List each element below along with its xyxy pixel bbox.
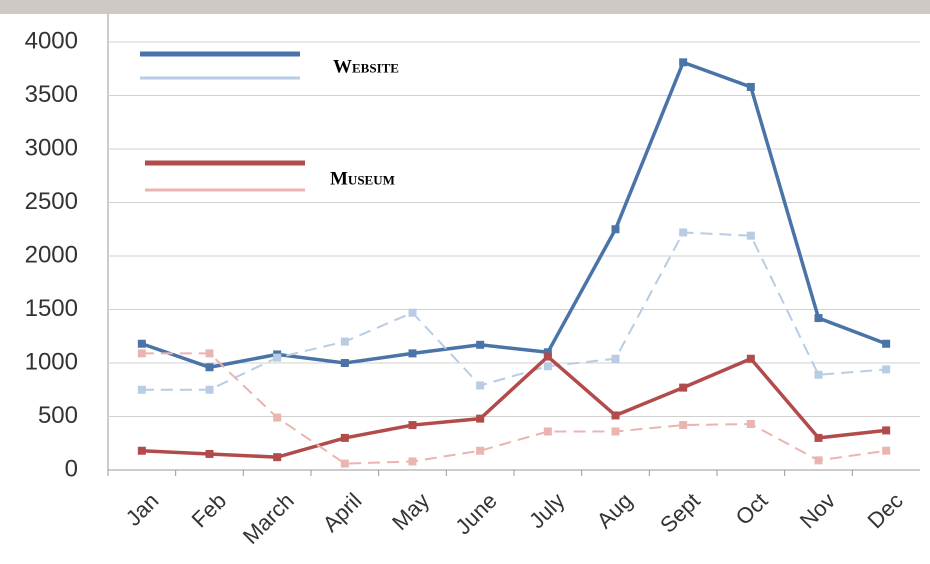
point <box>476 381 485 390</box>
x-tick-label: April <box>318 488 367 537</box>
x-tick-label: Feb <box>187 488 231 532</box>
point <box>814 433 823 442</box>
point <box>408 421 417 430</box>
series-line <box>141 231 887 391</box>
legend-label: Website <box>333 56 399 77</box>
x-tick-label: Sept <box>655 488 705 538</box>
point <box>679 421 688 430</box>
series-line <box>141 354 887 459</box>
point <box>205 363 214 372</box>
x-tick-label: July <box>524 488 569 533</box>
point <box>205 385 214 394</box>
point <box>814 314 823 323</box>
y-tick-label: 3500 <box>25 81 78 108</box>
point <box>611 354 620 363</box>
x-tick-label: June <box>450 488 501 539</box>
x-tick-label: Oct <box>731 488 773 530</box>
point <box>543 362 552 371</box>
point <box>273 453 282 462</box>
point <box>340 359 349 367</box>
y-tick-label: 1500 <box>25 295 78 322</box>
point <box>814 370 823 379</box>
point <box>408 457 417 466</box>
point <box>746 231 755 240</box>
point <box>408 349 417 358</box>
y-tick-label: 2500 <box>25 188 78 215</box>
point <box>476 446 485 455</box>
point <box>476 340 485 349</box>
point <box>746 419 755 428</box>
point <box>543 352 552 361</box>
y-tick-label: 500 <box>38 402 78 429</box>
point <box>679 228 688 237</box>
point <box>340 459 349 468</box>
point <box>611 225 620 234</box>
x-tick-label: May <box>387 488 434 535</box>
point <box>205 449 214 458</box>
y-tick-label: 4000 <box>25 27 78 54</box>
series-line <box>141 60 887 370</box>
point <box>679 383 688 392</box>
x-tick-label: Dec <box>862 488 907 533</box>
y-tick-label: 2000 <box>25 241 78 268</box>
point <box>340 433 349 442</box>
point <box>273 413 282 422</box>
top-strip <box>0 0 930 14</box>
point <box>205 349 214 358</box>
point <box>882 339 891 348</box>
point <box>543 348 552 357</box>
point <box>679 58 688 67</box>
point <box>882 365 891 374</box>
point <box>611 411 620 420</box>
point <box>611 427 620 436</box>
x-tick-label: March <box>238 488 299 549</box>
point <box>476 414 485 423</box>
point <box>137 385 146 394</box>
y-tick-label: 1000 <box>25 348 78 375</box>
point <box>543 427 552 436</box>
point <box>273 353 282 362</box>
y-tick-label: 0 <box>65 455 78 482</box>
x-tick-label: Jan <box>121 488 164 531</box>
series-line <box>141 352 887 465</box>
y-tick-label: 3000 <box>25 134 78 161</box>
point <box>746 354 755 363</box>
point <box>814 456 823 465</box>
point <box>882 426 891 435</box>
point <box>137 339 146 348</box>
point <box>137 349 146 358</box>
legend-label: Museum <box>330 168 395 189</box>
point <box>408 308 417 317</box>
point <box>882 446 891 455</box>
x-tick-label: Aug <box>592 488 637 533</box>
point <box>137 446 146 455</box>
point <box>340 337 349 346</box>
x-tick-label: Nov <box>795 488 840 533</box>
point <box>746 82 755 91</box>
